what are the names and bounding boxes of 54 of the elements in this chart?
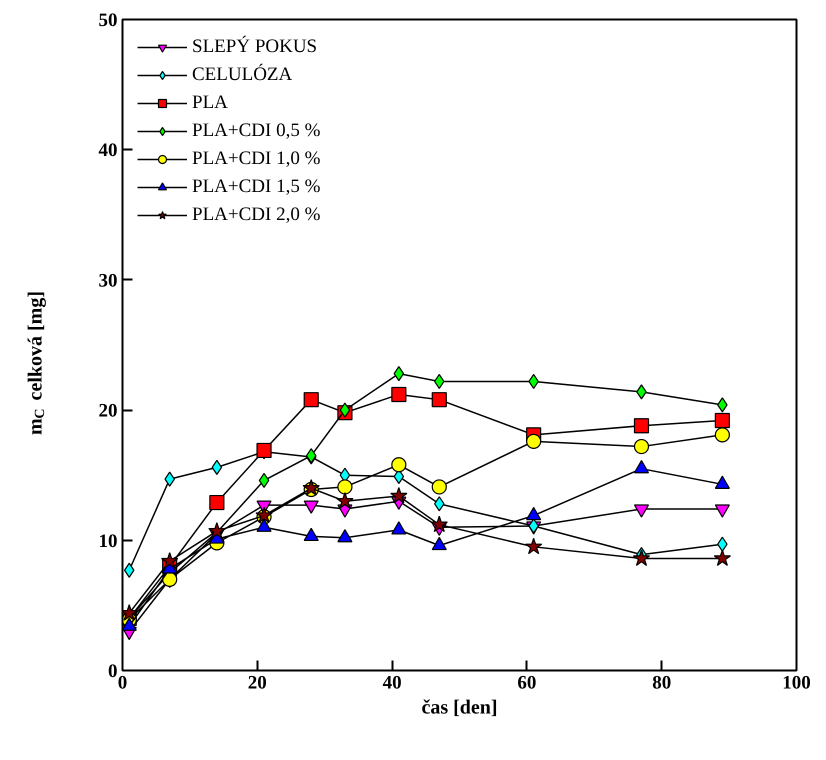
- point: [717, 397, 728, 412]
- point: [714, 412, 730, 428]
- point: [432, 392, 447, 408]
- legend-label: PLA+CDI 2,0 %: [192, 203, 320, 227]
- legend-label: PLA+CDI 0,5 %: [192, 119, 320, 143]
- x-tick-label: 40: [382, 672, 402, 694]
- point: [524, 538, 542, 554]
- point: [634, 418, 650, 434]
- point: [304, 528, 319, 542]
- point: [337, 479, 353, 495]
- point: [717, 536, 728, 552]
- point: [304, 392, 319, 408]
- point: [391, 521, 406, 535]
- point: [208, 522, 226, 539]
- point: [430, 516, 448, 532]
- legend-label: PLA+CDI 1,5 %: [192, 175, 320, 199]
- legend-label: PLA: [192, 91, 228, 115]
- point: [636, 384, 647, 400]
- point: [256, 442, 272, 458]
- point: [434, 496, 445, 512]
- x-axis-title: čas [den]: [421, 696, 498, 718]
- point: [122, 618, 137, 631]
- legend-label: SLEPÝ POKUS: [192, 34, 318, 59]
- point: [255, 506, 273, 524]
- y-tick-label: 20: [98, 400, 118, 422]
- point: [212, 460, 222, 475]
- point: [432, 479, 447, 495]
- point: [714, 427, 730, 442]
- y-tick-label: 30: [98, 270, 118, 292]
- point: [391, 457, 406, 472]
- x-tick-label: 20: [248, 672, 267, 694]
- y-tick-label: 40: [98, 140, 118, 162]
- point: [714, 549, 732, 566]
- y-axis-title: mC celková [mg]: [24, 291, 48, 435]
- point: [164, 472, 175, 487]
- y-tick-label: 10: [98, 530, 118, 552]
- x-tick-label: 100: [782, 672, 811, 694]
- point: [432, 536, 447, 550]
- point: [390, 486, 408, 504]
- x-tick-label: 60: [517, 672, 536, 694]
- point: [634, 438, 650, 454]
- x-tick-label: 80: [652, 672, 672, 694]
- point: [336, 492, 354, 509]
- point: [337, 529, 353, 542]
- point: [160, 552, 178, 569]
- point: [124, 562, 135, 578]
- legend-label: PLA+CDI 1,0 %: [192, 147, 320, 171]
- point: [209, 494, 224, 510]
- point: [632, 549, 650, 566]
- point: [394, 366, 404, 382]
- point: [391, 386, 406, 402]
- y-tick-label: 50: [98, 10, 118, 31]
- point: [526, 434, 542, 449]
- legend-label: CELULÓZA: [192, 62, 292, 87]
